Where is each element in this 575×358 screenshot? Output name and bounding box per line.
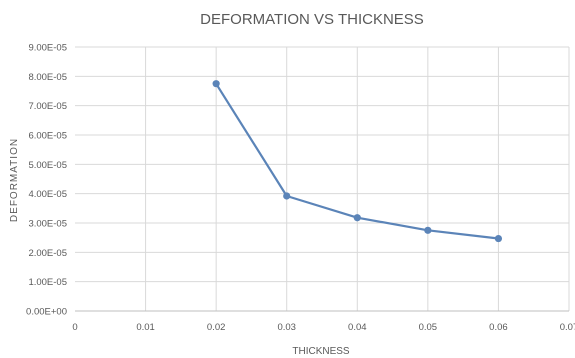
- y-tick-label: 5.00E-05: [28, 160, 67, 171]
- y-tick-label: 0.00E+00: [26, 307, 67, 318]
- y-tick-label: 1.00E-05: [28, 277, 67, 288]
- x-tick-label: 0.03: [277, 322, 296, 333]
- x-tick-label: 0.02: [207, 322, 226, 333]
- grid-lines: [75, 46, 570, 311]
- chart-title: DEFORMATION VS THICKNESS: [200, 11, 424, 28]
- data-point: [353, 214, 361, 222]
- data-point: [494, 234, 503, 243]
- x-tick-label: 0.04: [348, 322, 367, 333]
- y-tick-label: 6.00E-05: [28, 131, 67, 142]
- data-point: [424, 226, 432, 234]
- y-tick-label: 3.00E-05: [28, 219, 67, 230]
- y-tick-label: 2.00E-05: [28, 248, 67, 259]
- x-tick-labels: 0 0.01 0.02 0.03 0.04 0.05 0.06 0.07: [72, 322, 575, 333]
- x-tick-label: 0.07: [560, 322, 575, 333]
- x-axis-title: THICKNESS: [292, 346, 350, 357]
- data-points: [212, 80, 503, 243]
- y-tick-label: 8.00E-05: [28, 72, 67, 83]
- y-tick-label: 9.00E-05: [28, 43, 67, 54]
- x-tick-label: 0.05: [419, 322, 438, 333]
- y-tick-label: 4.00E-05: [28, 189, 67, 200]
- y-tick-label: 7.00E-05: [28, 101, 67, 112]
- data-point: [283, 192, 291, 200]
- y-tick-labels: 0.00E+00 1.00E-05 2.00E-05 3.00E-05 4.00E-05…: [26, 43, 67, 318]
- x-tick-label: 0.01: [136, 322, 155, 333]
- x-tick-label: 0.06: [489, 322, 508, 333]
- x-tick-label: 0: [72, 322, 77, 333]
- y-axis-title: DEFORMATION: [9, 138, 20, 222]
- data-point: [212, 80, 220, 88]
